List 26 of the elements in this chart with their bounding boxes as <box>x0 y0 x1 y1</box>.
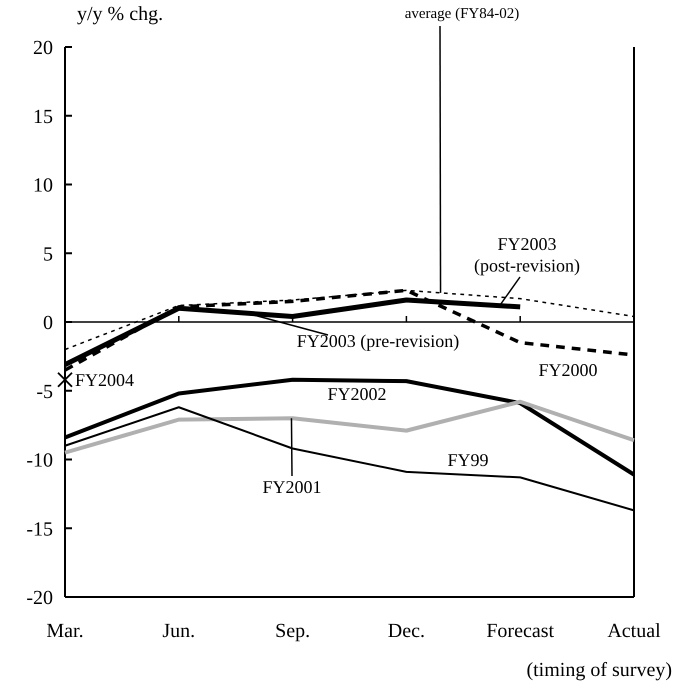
y-tick-label: 10 <box>33 174 53 196</box>
text: average (FY84-02) <box>404 6 520 22</box>
y-tick-label: -5 <box>36 380 53 403</box>
y-axis-title: y/y % chg. <box>77 3 164 25</box>
legend-label: FY2003 (pre-revision) <box>296 331 460 351</box>
series-label: FY2002 <box>327 384 387 404</box>
x-tick-label: Forecast <box>486 620 555 642</box>
y-tick-label: 5 <box>43 243 53 266</box>
x-tick-label: Actual <box>607 620 662 642</box>
text: FY2001 <box>262 477 322 497</box>
y-tick-label: 20 <box>33 37 53 59</box>
series-label: FY2000 <box>538 360 598 380</box>
annotation: FY2003 (post-revision) <box>474 234 580 276</box>
line-series <box>63 400 636 455</box>
y-tick-label: 15 <box>33 106 53 128</box>
y-tick-label: -20 <box>26 587 53 609</box>
x-tick-label: Dec. <box>388 620 425 642</box>
series-label: FY99 <box>447 450 489 470</box>
x-axis-title: (timing of survey) <box>526 659 672 681</box>
x-tick-label: Jun. <box>162 620 196 642</box>
y-tick-label: -15 <box>26 518 53 540</box>
x-tick-label: Sep. <box>275 620 310 642</box>
series-label: FY2004 <box>75 370 134 390</box>
y-tick-label: -10 <box>26 450 53 472</box>
x-tick-label: Mar. <box>46 620 84 642</box>
y-tick-label: 0 <box>43 312 53 334</box>
